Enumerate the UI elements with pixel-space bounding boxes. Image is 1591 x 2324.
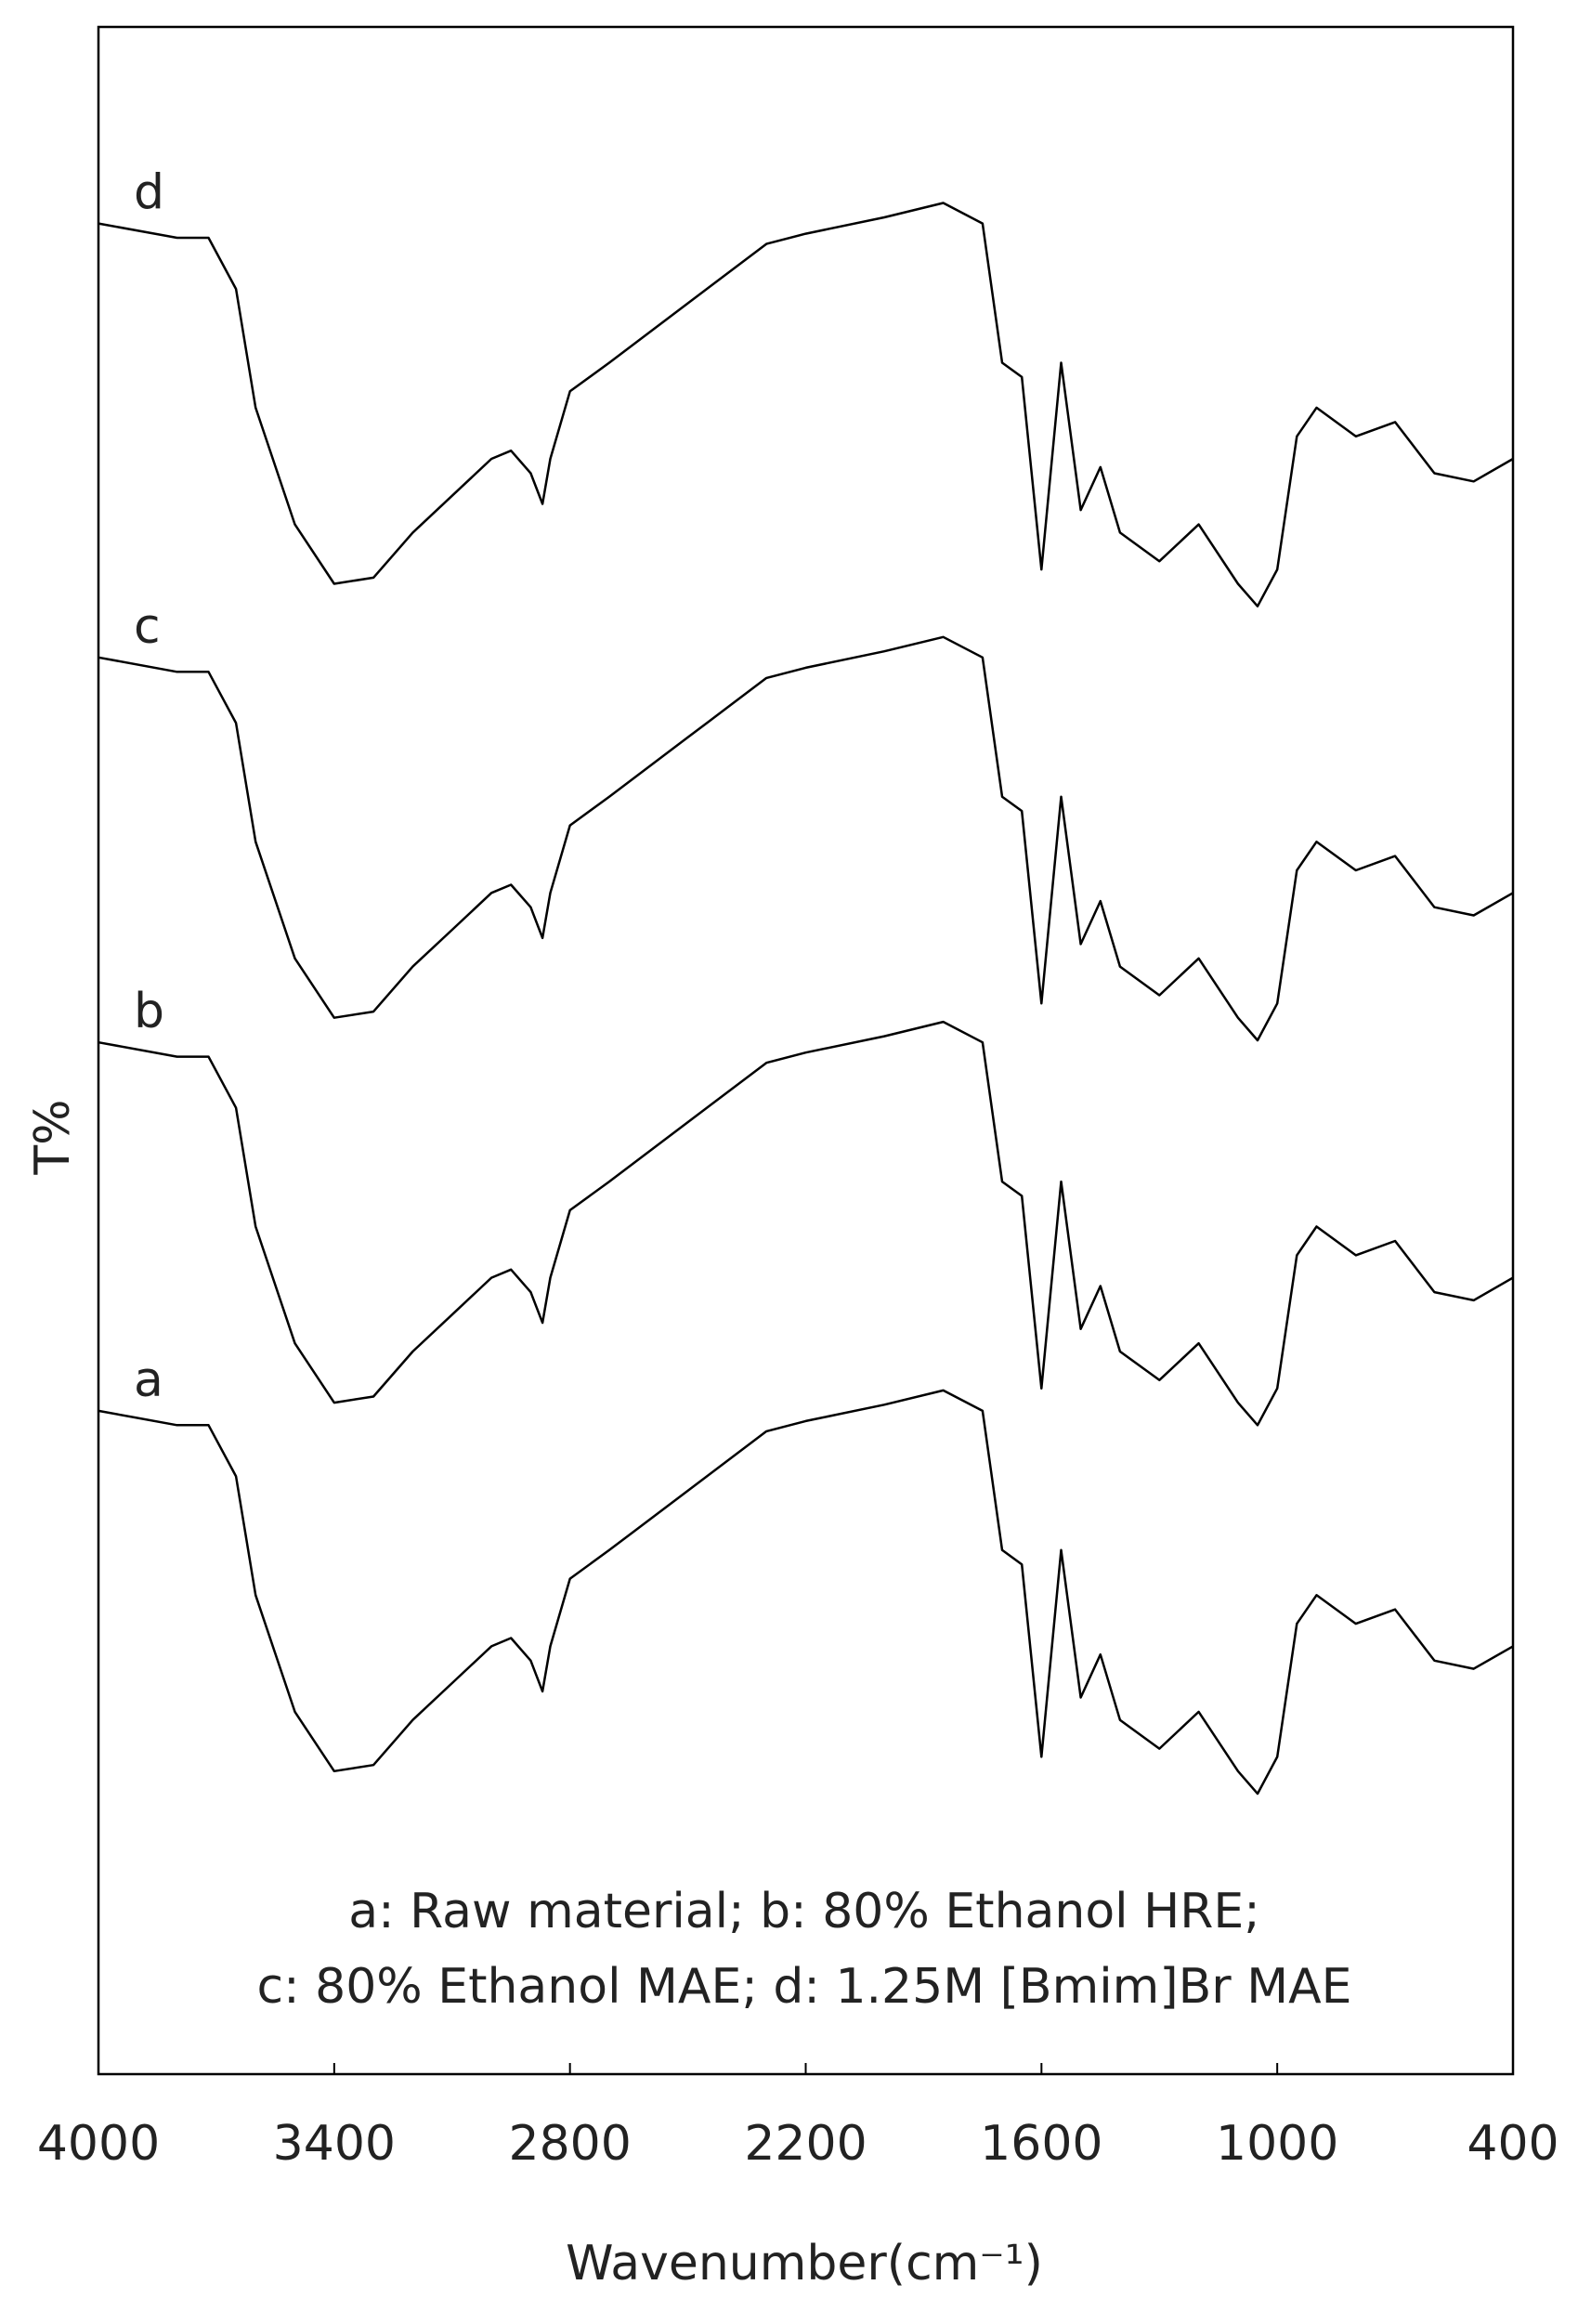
series-label: a: [134, 1352, 163, 1408]
annotation: a: Raw material; b: 80% Ethanol HRE;: [348, 1884, 1260, 1939]
x-tick-label: 1600: [980, 2116, 1102, 2172]
spectrum-line: [98, 1389, 1514, 1795]
spectrum-line: [98, 1020, 1514, 1427]
x-axis-label: Wavenumber(cm⁻¹): [566, 2236, 1043, 2291]
x-tick-label: 4000: [37, 2116, 160, 2172]
x-tick-label: 400: [1467, 2116, 1558, 2172]
spectrum-line: [98, 635, 1514, 1042]
x-tick-label: 2800: [508, 2116, 631, 2172]
x-tick-label: 1000: [1216, 2116, 1338, 2172]
spectrum-line: [98, 202, 1514, 607]
x-tick-label: 3400: [273, 2116, 396, 2172]
series-label: b: [134, 984, 164, 1039]
series-label: c: [134, 599, 161, 655]
y-axis-label: T%: [25, 1099, 81, 1175]
annotation: c: 80% Ethanol MAE; d: 1.25M [Bmim]Br MA…: [256, 1959, 1351, 2015]
plot-frame: [97, 25, 1515, 2076]
series-label: d: [134, 165, 164, 221]
x-tick-label: 2200: [744, 2116, 867, 2172]
